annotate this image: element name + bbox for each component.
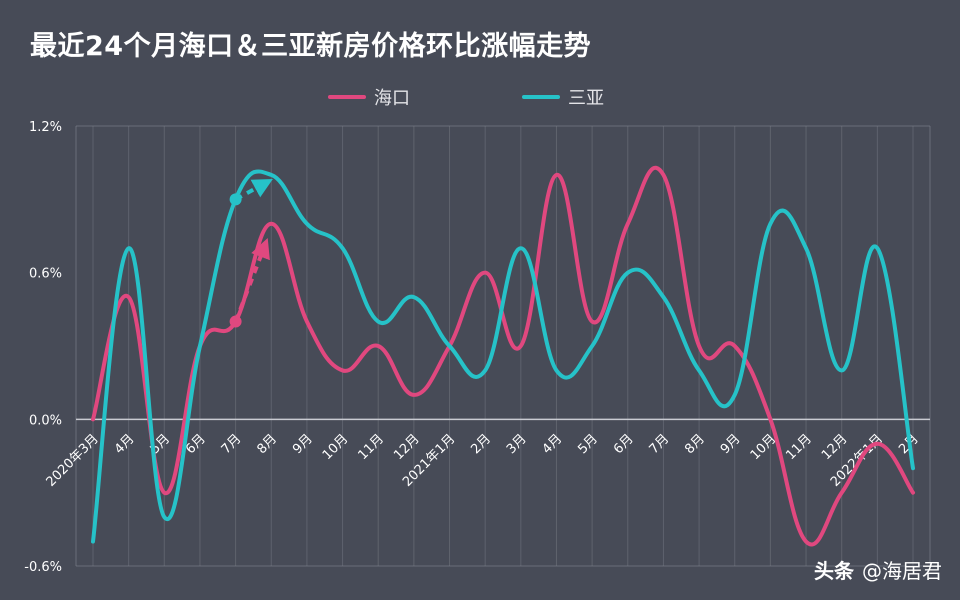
x-tick-label: 11月 — [356, 432, 387, 463]
y-tick-label: -0.6% — [24, 560, 62, 575]
x-tick-label: 12月 — [391, 432, 422, 463]
x-tick-label: 7月 — [647, 432, 673, 458]
legend-label-sanya: 三亚 — [568, 88, 604, 109]
source-credit: 头条 @海居君 — [814, 555, 942, 584]
annotation-dashed-arrow — [234, 178, 273, 202]
x-tick-label: 7月 — [219, 432, 245, 458]
x-tick-label: 2月 — [468, 432, 494, 458]
x-tick-label: 4月 — [540, 432, 566, 458]
series-line-haikou — [91, 165, 915, 547]
credit-brand: 头条 — [814, 559, 854, 583]
x-tick-label: 11月 — [783, 432, 814, 463]
x-tick-label: 6月 — [611, 432, 637, 458]
x-tick-label: 10月 — [320, 432, 351, 463]
x-tick-label: 9月 — [290, 432, 316, 458]
credit-handle: @海居君 — [862, 559, 942, 583]
series-line-sanya — [91, 169, 915, 544]
chart-legend: 海口 三亚 — [328, 84, 716, 110]
legend-swatch-sanya — [522, 95, 560, 99]
x-tick-label: 4月 — [112, 432, 138, 458]
x-tick-label: 8月 — [254, 432, 280, 458]
legend-item-haikou: 海口 — [328, 84, 410, 110]
y-tick-label: 1.2% — [29, 120, 62, 135]
legend-label-haikou: 海口 — [374, 88, 410, 109]
chart-title: 最近24个月海口＆三亚新房价格环比涨幅走势 — [30, 31, 592, 62]
y-tick-label: 0.6% — [29, 267, 62, 282]
y-tick-label: 0.0% — [29, 413, 62, 428]
x-tick-label: 9月 — [718, 432, 744, 458]
x-tick-label: 12月 — [819, 432, 850, 463]
legend-swatch-haikou — [328, 95, 366, 99]
legend-item-sanya: 三亚 — [522, 84, 604, 110]
annotation-dashed-arrow — [233, 237, 270, 323]
x-tick-label: 8月 — [682, 432, 708, 458]
x-tick-label: 3月 — [504, 432, 530, 458]
x-tick-label: 5月 — [575, 432, 601, 458]
